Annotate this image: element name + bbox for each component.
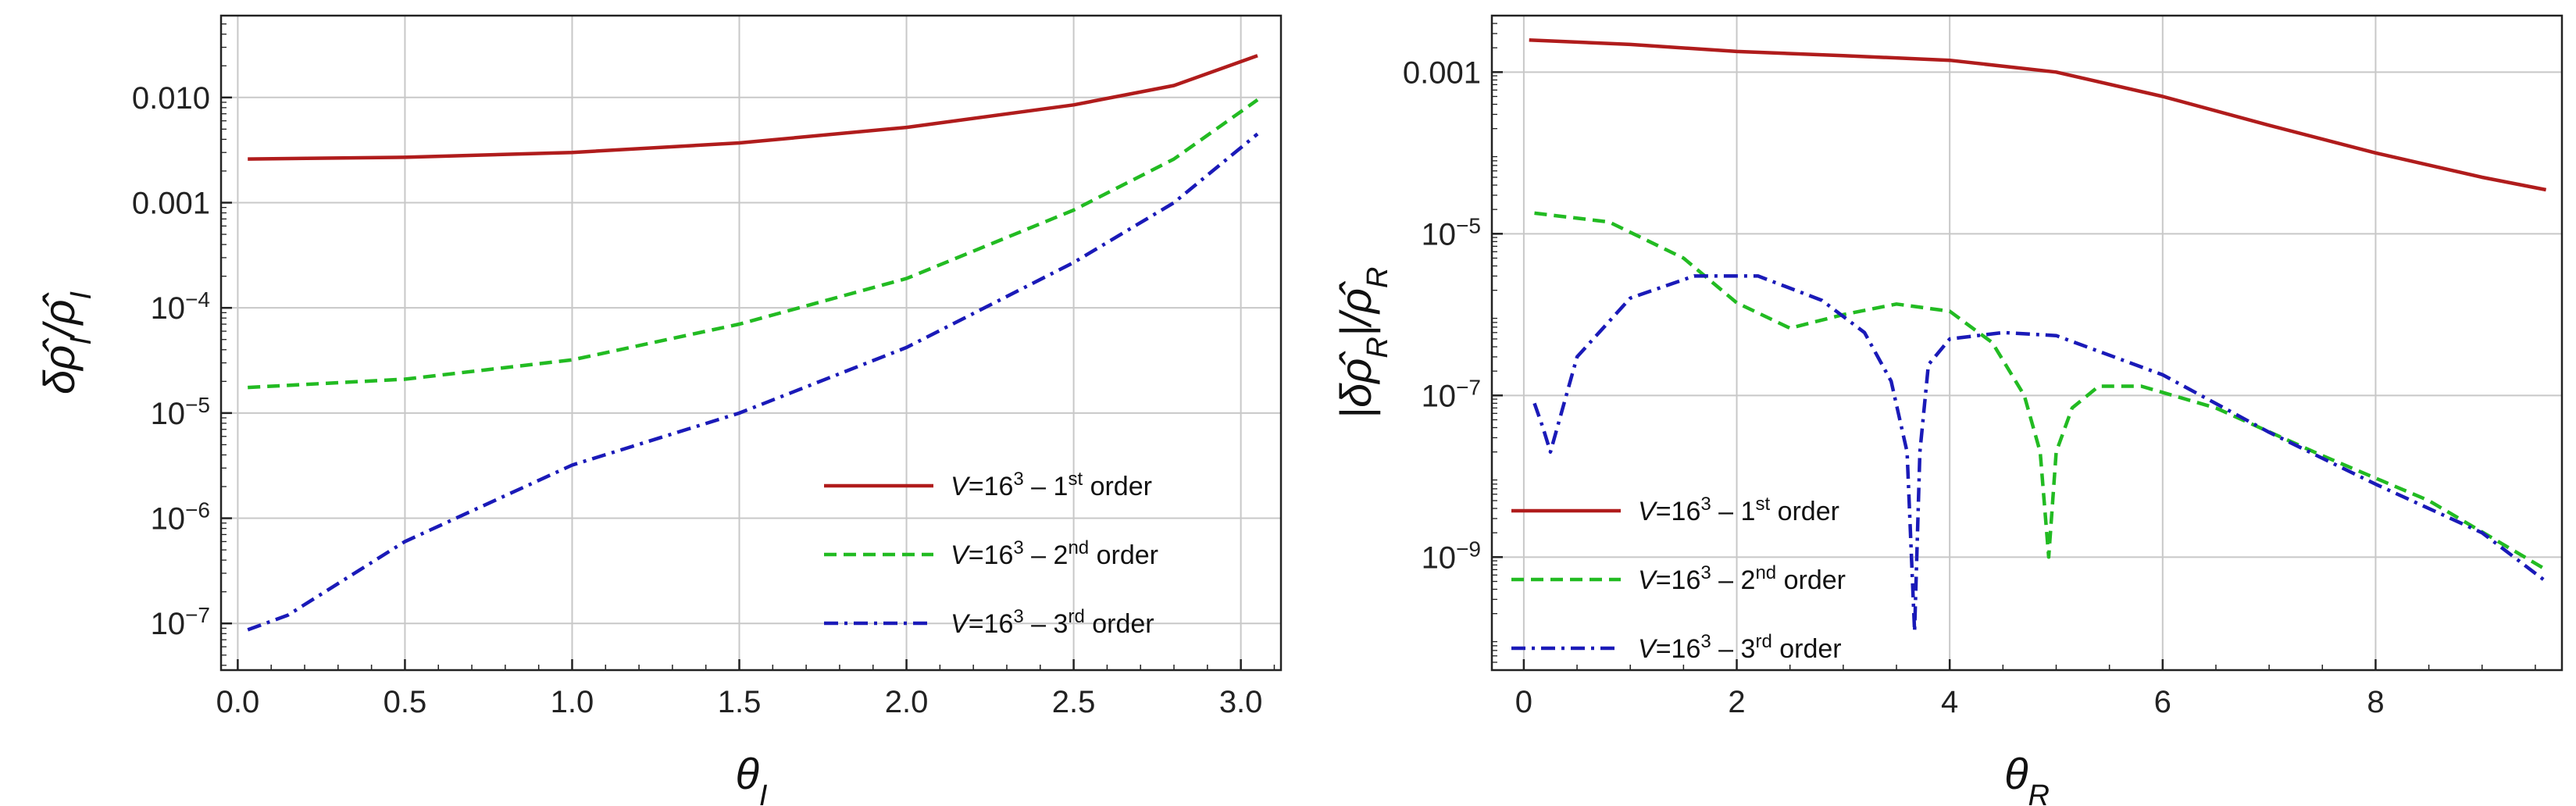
x-tick-label: 0.5 xyxy=(384,685,427,719)
left-chart-panel: 0.0 0.5 1.0 1.5 2.0 2.5 3.0 10−7 10−6 10−5 10−4 0.0… xyxy=(34,14,1283,806)
legend-label-2: V=163 – 2nd order xyxy=(951,537,1158,571)
y-tick-label: 10−6 xyxy=(151,498,210,537)
plot-frame xyxy=(1490,14,2564,672)
series-line-2 xyxy=(248,98,1259,390)
legend-label-1: V=163 – 1st order xyxy=(951,469,1152,502)
legend-label-3: V=163 – 3rd order xyxy=(951,606,1154,640)
y-tick-label: 0.001 xyxy=(132,186,210,220)
y-tick-label: 10−5 xyxy=(151,392,210,431)
y-tick-label: 10−4 xyxy=(151,287,210,326)
legend-label-1: V=163 – 1st order xyxy=(1638,494,1839,527)
series-line-2 xyxy=(1534,211,2547,572)
y-tick-label: 10−5 xyxy=(1422,213,1481,252)
x-tick-label: 2 xyxy=(1728,685,1745,719)
x-axis-title: θI xyxy=(736,749,768,806)
y-tick-label: 10−7 xyxy=(1422,375,1481,414)
x-tick-label: 4 xyxy=(1941,685,1958,719)
y-tick-label: 10−9 xyxy=(1422,537,1481,576)
y-axis-title: |δρ̂R|/ρ̂R xyxy=(1331,267,1394,419)
plot-frame xyxy=(219,14,1283,672)
legend-label-2: V=163 – 2nd order xyxy=(1638,562,1846,596)
series-line-1 xyxy=(1529,37,2547,192)
series-line-3 xyxy=(1532,274,2547,633)
y-axis-title: δρ̂I/ρ̂I xyxy=(34,291,98,394)
x-tick-label: 0.0 xyxy=(216,685,260,719)
series-line-1 xyxy=(248,54,1258,161)
series-line-3 xyxy=(247,132,1259,632)
legend-label-3: V=163 – 3rd order xyxy=(1638,631,1842,665)
y-tick-label: 0.001 xyxy=(1403,55,1481,90)
right-chart-panel: 0 2 4 6 8 10−9 10−7 10−5 0.001 V=163 – 1st order V… xyxy=(1331,14,2564,806)
x-tick-label: 2.0 xyxy=(885,685,929,719)
x-tick-label: 2.5 xyxy=(1052,685,1096,719)
x-tick-label: 1.5 xyxy=(718,685,762,719)
x-tick-label: 3.0 xyxy=(1219,685,1263,719)
x-axis-title: θR xyxy=(2004,749,2050,806)
x-tick-label: 1.0 xyxy=(551,685,594,719)
x-tick-label: 8 xyxy=(2367,685,2384,719)
x-tick-label: 6 xyxy=(2154,685,2171,719)
y-tick-label: 10−7 xyxy=(151,603,210,642)
y-tick-label: 0.010 xyxy=(132,81,210,116)
x-tick-label: 0 xyxy=(1515,685,1532,719)
